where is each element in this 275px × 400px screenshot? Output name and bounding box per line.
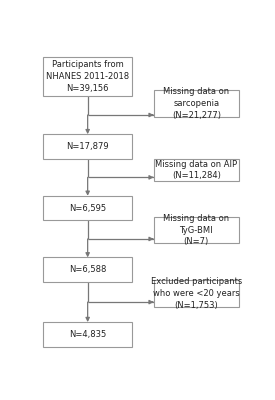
Text: N=6,588: N=6,588: [69, 265, 106, 274]
Text: Excluded participants
who were <20 years
(N=1,753): Excluded participants who were <20 years…: [151, 277, 242, 310]
Text: Missing data on
sarcopenia
(N=21,277): Missing data on sarcopenia (N=21,277): [163, 87, 229, 120]
FancyBboxPatch shape: [154, 90, 239, 117]
FancyBboxPatch shape: [43, 258, 133, 282]
Text: Missing data on
TyG-BMI
(N=7): Missing data on TyG-BMI (N=7): [163, 214, 229, 246]
FancyBboxPatch shape: [43, 322, 133, 347]
FancyBboxPatch shape: [43, 196, 133, 220]
Text: N=4,835: N=4,835: [69, 330, 106, 339]
FancyBboxPatch shape: [43, 57, 133, 96]
FancyBboxPatch shape: [154, 159, 239, 181]
Text: Missing data on AIP
(N=11,284): Missing data on AIP (N=11,284): [155, 160, 237, 180]
FancyBboxPatch shape: [43, 134, 133, 159]
FancyBboxPatch shape: [154, 218, 239, 243]
Text: Participants from
NHANES 2011-2018
N=39,156: Participants from NHANES 2011-2018 N=39,…: [46, 60, 129, 93]
Text: N=17,879: N=17,879: [66, 142, 109, 151]
Text: N=6,595: N=6,595: [69, 204, 106, 213]
FancyBboxPatch shape: [154, 280, 239, 307]
